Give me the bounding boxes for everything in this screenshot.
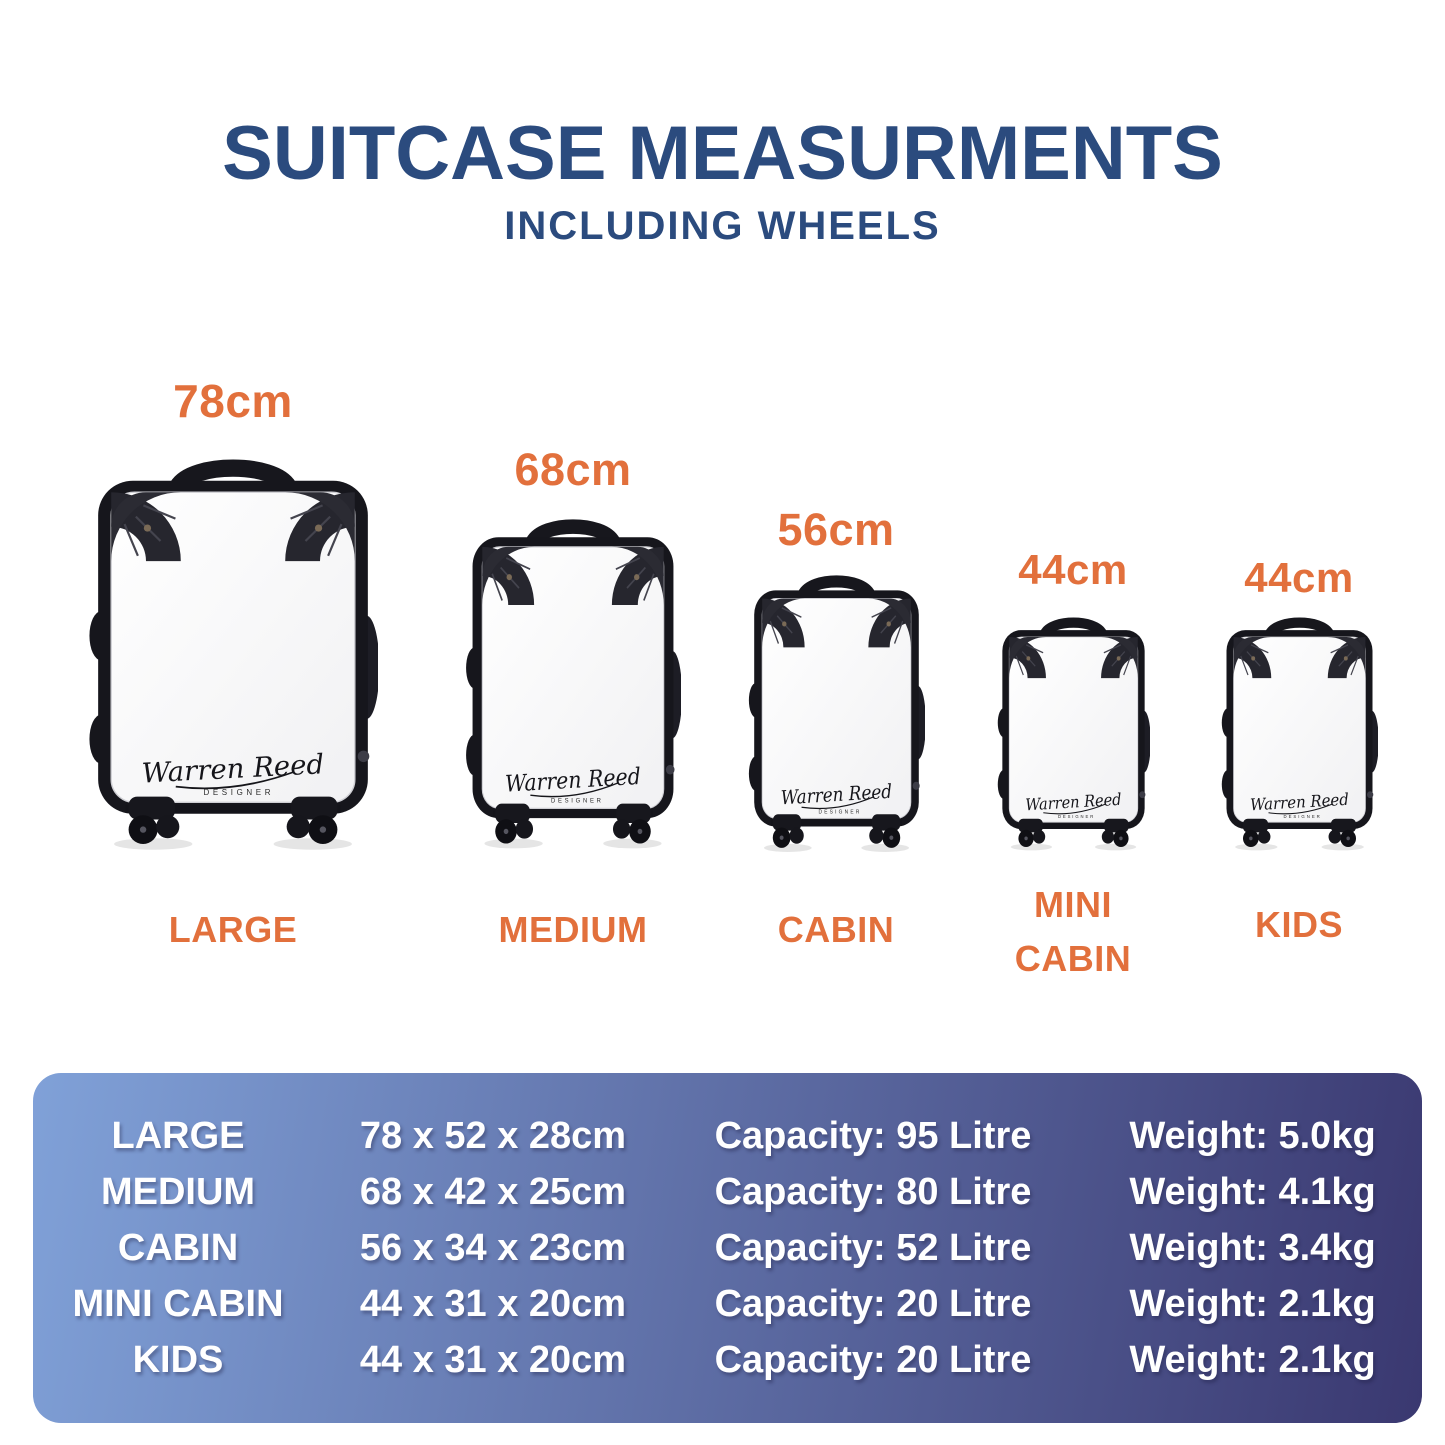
page-title: SUITCASE MEASURMENTS (222, 111, 1223, 196)
spec-capacity: Capacity: 80 Litre (714, 1170, 1032, 1213)
spec-dimensions: 44 x 31 x 20cm (359, 1338, 627, 1381)
spec-dimensions: 78 x 52 x 28cm (359, 1114, 627, 1157)
spec-row-large: LARGE 78 x 52 x 28cm Capacity: 95 Litre … (33, 1108, 1422, 1164)
suitcase-image-kids (1221, 613, 1378, 853)
spec-weight: Weight: 2.1kg (1129, 1282, 1376, 1325)
spec-weight: Weight: 2.1kg (1129, 1338, 1376, 1381)
height-label-large: 78cm (173, 375, 293, 427)
suitcase-image-large (88, 452, 378, 854)
page-subtitle: INCLUDING WHEELS (504, 204, 941, 248)
spec-name: MINI CABIN (72, 1282, 284, 1325)
spec-capacity: Capacity: 52 Litre (714, 1226, 1032, 1269)
suitcase-image-mini-cabin (997, 613, 1150, 853)
category-label-mini-cabin: MINI CABIN (1014, 884, 1132, 979)
spec-capacity: Capacity: 20 Litre (714, 1282, 1032, 1325)
height-label-kids: 44cm (1244, 554, 1354, 601)
suitcase-image-medium (465, 513, 681, 852)
category-label-kids: KIDS (1254, 904, 1343, 945)
spec-row-medium: MEDIUM 68 x 42 x 25cm Capacity: 80 Litre… (33, 1164, 1422, 1220)
spec-dimensions: 68 x 42 x 25cm (359, 1170, 627, 1213)
spec-table: LARGE 78 x 52 x 28cm Capacity: 95 Litre … (33, 1073, 1422, 1423)
spec-name: LARGE (111, 1114, 245, 1157)
category-label-medium: MEDIUM (498, 909, 648, 950)
spec-weight: Weight: 3.4kg (1129, 1226, 1376, 1269)
category-label-large: LARGE (168, 909, 298, 950)
height-label-medium: 68cm (514, 444, 632, 495)
spec-weight: Weight: 4.1kg (1129, 1170, 1376, 1213)
spec-dimensions: 44 x 31 x 20cm (359, 1282, 627, 1325)
spec-dimensions: 56 x 34 x 23cm (359, 1226, 627, 1269)
spec-row-kids: KIDS 44 x 31 x 20cm Capacity: 20 Litre W… (33, 1332, 1422, 1388)
spec-name: MEDIUM (100, 1170, 256, 1213)
height-label-mini-cabin: 44cm (1018, 546, 1128, 593)
spec-row-cabin: CABIN 56 x 34 x 23cm Capacity: 52 Litre … (33, 1220, 1422, 1276)
spec-capacity: Capacity: 20 Litre (714, 1338, 1032, 1381)
suitcase-image-cabin (748, 570, 925, 855)
spec-name: CABIN (117, 1226, 239, 1269)
category-label-cabin: CABIN (777, 909, 895, 950)
height-label-cabin: 56cm (777, 504, 895, 555)
spec-row-mini-cabin: MINI CABIN 44 x 31 x 20cm Capacity: 20 L… (33, 1276, 1422, 1332)
spec-capacity: Capacity: 95 Litre (714, 1114, 1032, 1157)
spec-weight: Weight: 5.0kg (1129, 1114, 1376, 1157)
spec-name: KIDS (132, 1338, 224, 1381)
